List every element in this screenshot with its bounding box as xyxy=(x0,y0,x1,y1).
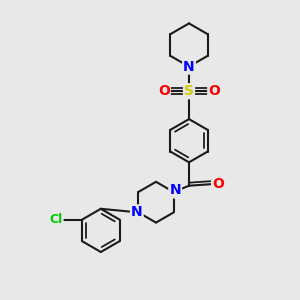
Text: N: N xyxy=(183,60,195,74)
Text: S: S xyxy=(184,84,194,98)
Text: N: N xyxy=(131,206,142,219)
Text: O: O xyxy=(158,84,170,98)
Text: O: O xyxy=(212,177,224,191)
Text: N: N xyxy=(169,184,181,197)
Text: O: O xyxy=(208,84,220,98)
Text: Cl: Cl xyxy=(50,213,63,226)
